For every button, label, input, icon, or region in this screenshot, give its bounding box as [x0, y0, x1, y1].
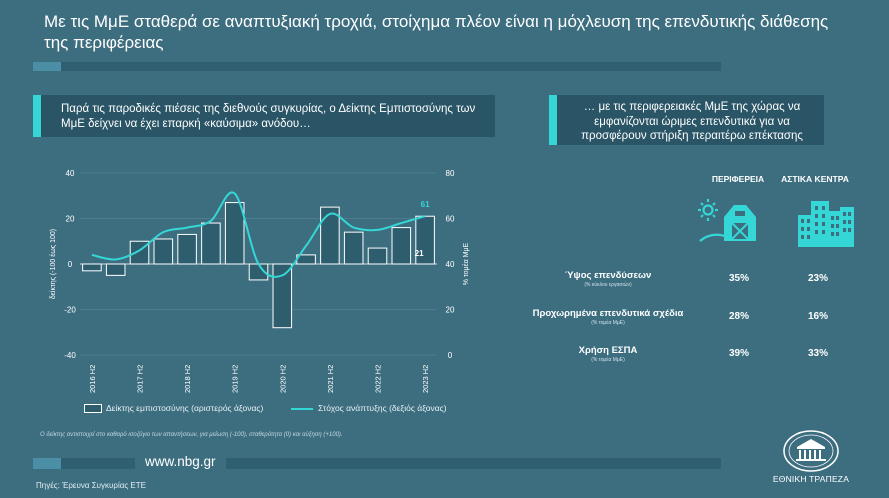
- x-tick-label: 2016 Η2: [88, 365, 97, 393]
- row-espa-usage: Χρήση ΕΣΠΑ (% τομέα ΜμΕ): [520, 345, 696, 363]
- title-divider-accent: [33, 62, 61, 71]
- x-tick-label: 2023 Η2: [421, 365, 430, 393]
- right-tick-label: 0: [448, 351, 453, 360]
- growth-target-line: [91, 191, 426, 278]
- right-panel-header: … με τις περιφερειακές ΜμΕ της χώρας να …: [549, 95, 824, 145]
- right-tick-label: 60: [446, 215, 455, 224]
- value-region-investment: 35%: [728, 273, 749, 284]
- row-advanced-plans: Προχωρημένα επενδυτικά σχέδια (% τομέα Μ…: [520, 308, 696, 326]
- left-tick-label: -20: [64, 306, 76, 315]
- source-note: Πηγές: Έρευνα Συγκυρίας ΕΤΕ: [36, 481, 146, 490]
- bar: [224, 202, 245, 265]
- row-label-main: Προχωρημένα επενδυτικά σχέδια: [532, 308, 684, 319]
- value-urban-investment: 23%: [807, 273, 828, 284]
- legend-bar-swatch: [84, 404, 102, 413]
- legend-bars-label: Δείκτης εμπιστοσύνης (αριστερός άξονας): [106, 403, 264, 413]
- bar-data-label: 21: [415, 249, 424, 258]
- column-header-region: ΠΕΡΙΦΕΡΕΙΑ: [711, 174, 765, 184]
- bar: [201, 222, 221, 265]
- footer-divider: [33, 458, 721, 469]
- right-tick-label: 20: [446, 306, 455, 315]
- bank-name: ΕΘΝΙΚΗ ΤΡΑΠΕΖΑ: [772, 474, 850, 484]
- right-axis-title: % τομέα ΜμΕ: [462, 242, 470, 285]
- bank-logo-icon: [783, 430, 839, 472]
- left-panel-accent: [33, 95, 41, 137]
- bar: [272, 263, 293, 329]
- page-title: Με τις ΜμΕ σταθερά σε αναπτυξιακή τροχιά…: [44, 12, 829, 52]
- chart-footnote: Ο δείκτης αντιστοιχεί στο καθαρό ισοζύγι…: [40, 432, 343, 438]
- left-tick-label: -40: [64, 351, 76, 360]
- left-panel-header-text: Παρά τις παροδικές πιέσεις της διεθνούς …: [61, 103, 476, 130]
- row-investment-level: Ύψος επενδύσεων (% κύκλου εργασιών): [520, 270, 696, 288]
- bar: [343, 231, 364, 265]
- bar: [153, 238, 174, 265]
- x-tick-label: 2017 Η2: [136, 365, 145, 393]
- right-panel-accent: [549, 95, 557, 145]
- bar: [105, 263, 126, 276]
- city-buildings-icon: [798, 201, 854, 247]
- left-tick-label: 20: [66, 215, 75, 224]
- row-label-main: Ύψος επενδύσεων: [564, 270, 652, 281]
- left-tick-label: 0: [68, 260, 73, 269]
- row-label-main: Χρήση ΕΣΠΑ: [578, 345, 638, 356]
- row-label-sub: (% κύκλου εργασιών): [584, 282, 632, 288]
- value-urban-plans: 16%: [807, 311, 828, 322]
- right-tick-label: 80: [446, 169, 455, 178]
- x-tick-label: 2022 Η2: [374, 365, 383, 393]
- bar: [177, 233, 197, 265]
- title-divider: [33, 62, 721, 71]
- left-axis-title: δείκτης (-100 έως 100): [49, 229, 57, 299]
- right-panel-header-text: … με τις περιφερειακές ΜμΕ της χώρας να …: [581, 101, 803, 142]
- bar: [367, 247, 388, 265]
- farm-barn-icon: [698, 199, 756, 242]
- column-header-urban: ΑΣΤΙΚΑ ΚΕΝΤΡΑ: [781, 174, 849, 184]
- left-panel-header: Παρά τις παροδικές πιέσεις της διεθνούς …: [33, 95, 495, 137]
- x-tick-label: 2018 Η2: [183, 365, 192, 393]
- legend-line-swatch: [291, 408, 313, 410]
- footer-divider-accent: [33, 458, 61, 469]
- x-tick-label: 2019 Η2: [231, 365, 240, 393]
- bar: [391, 227, 412, 265]
- row-label-sub: (% τομέα ΜμΕ): [591, 357, 625, 363]
- value-region-plans: 28%: [728, 311, 749, 322]
- right-tick-label: 40: [446, 260, 455, 269]
- x-tick-label: 2021 Η2: [326, 365, 335, 393]
- left-tick-label: 40: [66, 169, 75, 178]
- line-data-label: 61: [421, 200, 430, 209]
- website-link[interactable]: www.nbg.gr: [135, 454, 226, 469]
- row-label-sub: (% τομέα ΜμΕ): [591, 320, 625, 326]
- legend-line-label: Στόχος ανάπτυξης (δεξιός άξονας): [318, 403, 447, 413]
- value-region-espa: 39%: [728, 348, 749, 359]
- bar: [82, 263, 102, 272]
- value-urban-espa: 33%: [807, 348, 828, 359]
- x-tick-label: 2020 Η2: [278, 365, 287, 393]
